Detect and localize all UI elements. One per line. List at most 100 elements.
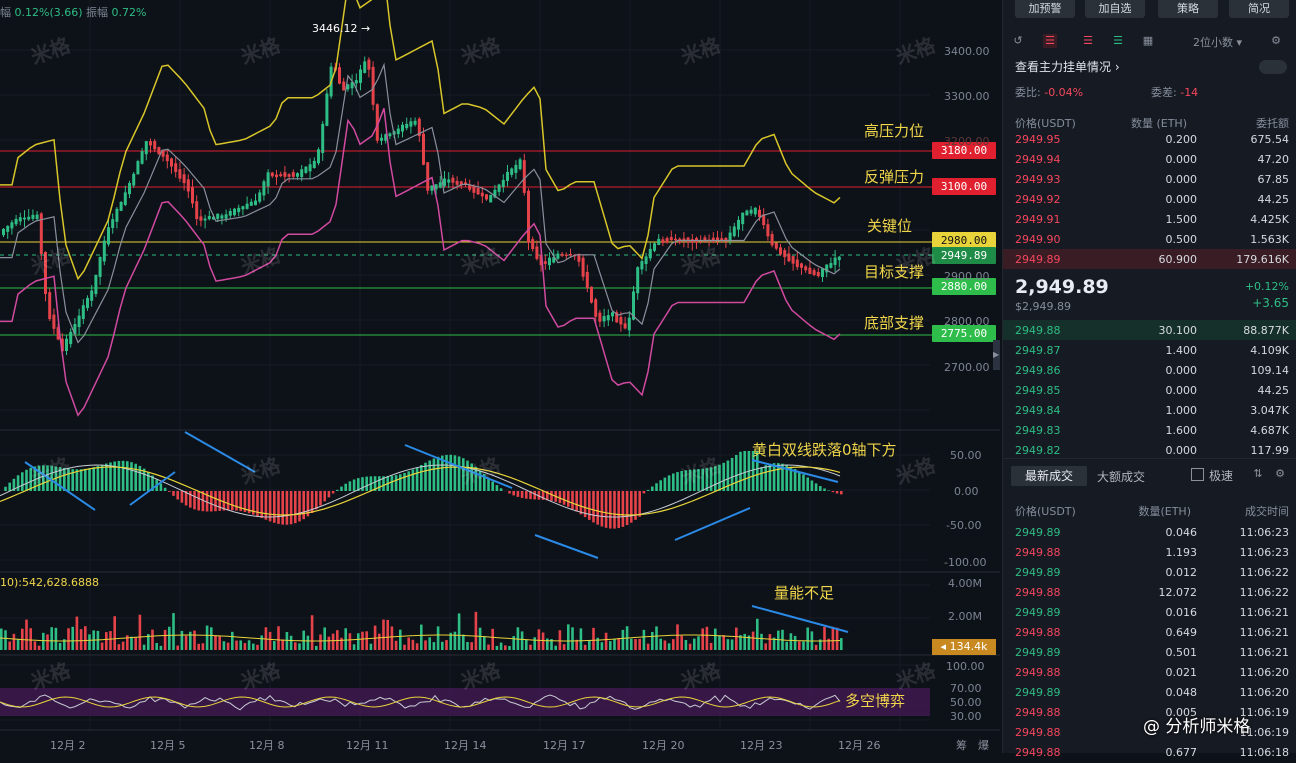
fast-checkbox[interactable] bbox=[1191, 468, 1204, 481]
candle-body bbox=[241, 206, 244, 209]
amount-cell: 44.25 bbox=[1258, 384, 1290, 397]
add-alert-button[interactable]: 加预警 bbox=[1015, 0, 1075, 18]
candle-body bbox=[745, 211, 748, 216]
volume-bar bbox=[210, 627, 213, 650]
volume-bar bbox=[617, 638, 620, 650]
price-axis-label: 3400.00 bbox=[944, 45, 990, 58]
volume-bar bbox=[714, 629, 717, 650]
corner-label-chips[interactable]: 筹 bbox=[956, 737, 967, 753]
volume-bar bbox=[76, 617, 79, 650]
book-bids-icon[interactable]: ☰ bbox=[1111, 34, 1125, 48]
settings-icon[interactable]: ⚙ bbox=[1273, 467, 1287, 481]
candle-body bbox=[99, 257, 102, 277]
main-orders-link[interactable]: 查看主力挂单情况 › bbox=[1015, 58, 1120, 75]
volume-bar bbox=[790, 633, 793, 650]
candle-body bbox=[439, 182, 442, 187]
candle-body bbox=[674, 239, 677, 241]
volume-bar bbox=[223, 641, 226, 650]
vol-axis-label: 4.00M bbox=[948, 577, 982, 590]
volume-bar bbox=[139, 615, 142, 650]
volume-bar bbox=[97, 631, 100, 650]
filter-icon[interactable]: ⇅ bbox=[1251, 467, 1265, 481]
candle-body bbox=[111, 219, 114, 228]
volume-bar bbox=[588, 641, 591, 650]
macd-bar bbox=[223, 491, 226, 511]
macd-bar bbox=[533, 491, 536, 499]
strategy-button[interactable]: 策略 bbox=[1158, 0, 1218, 18]
ratio-label: 委比: bbox=[1015, 86, 1041, 99]
candle-body bbox=[519, 159, 522, 169]
header-qty: 数量 (ETH) bbox=[1131, 115, 1187, 131]
candle-body bbox=[590, 287, 593, 303]
date-label: 12月 2 bbox=[50, 737, 86, 753]
overview-button[interactable]: 简况 bbox=[1229, 0, 1289, 18]
price-cell: 2949.85 bbox=[1015, 384, 1061, 397]
macd-bar bbox=[8, 483, 11, 491]
volume-bar bbox=[323, 627, 326, 650]
amount-cell: 109.14 bbox=[1251, 364, 1290, 377]
macd-bar bbox=[613, 491, 616, 529]
corner-label-liquidation[interactable]: 爆 bbox=[978, 737, 989, 753]
volume-bar bbox=[294, 642, 297, 650]
macd-bar bbox=[668, 475, 671, 491]
candle-body bbox=[422, 134, 425, 165]
main-orders-toggle[interactable] bbox=[1259, 60, 1287, 74]
chart-area[interactable]: 幅 0.12%(3.66) 振幅 0.72% 3446.12 → 高压力位 反弹… bbox=[0, 0, 1000, 753]
candle-body bbox=[804, 266, 807, 270]
book-asks-icon[interactable]: ☰ bbox=[1081, 34, 1095, 48]
grid-icon[interactable]: ▦ bbox=[1141, 34, 1155, 48]
candle-body bbox=[783, 250, 786, 257]
volume-bar bbox=[319, 634, 322, 650]
price-cell: 2949.89 bbox=[1015, 253, 1061, 266]
macd-bar bbox=[731, 458, 734, 491]
precision-select[interactable]: 2位小数 ▾ bbox=[1193, 34, 1242, 50]
volume-bar bbox=[584, 645, 587, 650]
macd-bar bbox=[227, 491, 230, 510]
volume-bar bbox=[302, 631, 305, 650]
price-cell: 2949.89 bbox=[1015, 646, 1061, 659]
book-both-icon[interactable]: ☰ bbox=[1043, 34, 1057, 48]
settings-icon[interactable]: ⚙ bbox=[1269, 34, 1283, 48]
tab-latest-trades[interactable]: 最新成交 bbox=[1011, 466, 1087, 486]
back-icon[interactable]: ↺ bbox=[1011, 34, 1025, 48]
candle-body bbox=[258, 192, 261, 201]
add-favorite-button[interactable]: 加自选 bbox=[1085, 0, 1145, 18]
volume-bar bbox=[428, 637, 431, 650]
price-cell: 2949.88 bbox=[1015, 666, 1061, 679]
candle-body bbox=[670, 237, 673, 240]
candle-body bbox=[594, 299, 597, 317]
volume-bar bbox=[454, 632, 457, 650]
kline-chart[interactable] bbox=[0, 0, 1000, 753]
macd-bar bbox=[323, 491, 326, 501]
amount-cell: 3.047K bbox=[1250, 404, 1289, 417]
panel-collapse-handle[interactable]: ▶ bbox=[993, 340, 1000, 370]
candle-body bbox=[657, 239, 660, 245]
tab-large-trades[interactable]: 大额成交 bbox=[1097, 468, 1145, 485]
volume-bar bbox=[483, 636, 486, 650]
volume-bar bbox=[105, 632, 108, 650]
amount-cell: 67.85 bbox=[1258, 173, 1290, 186]
